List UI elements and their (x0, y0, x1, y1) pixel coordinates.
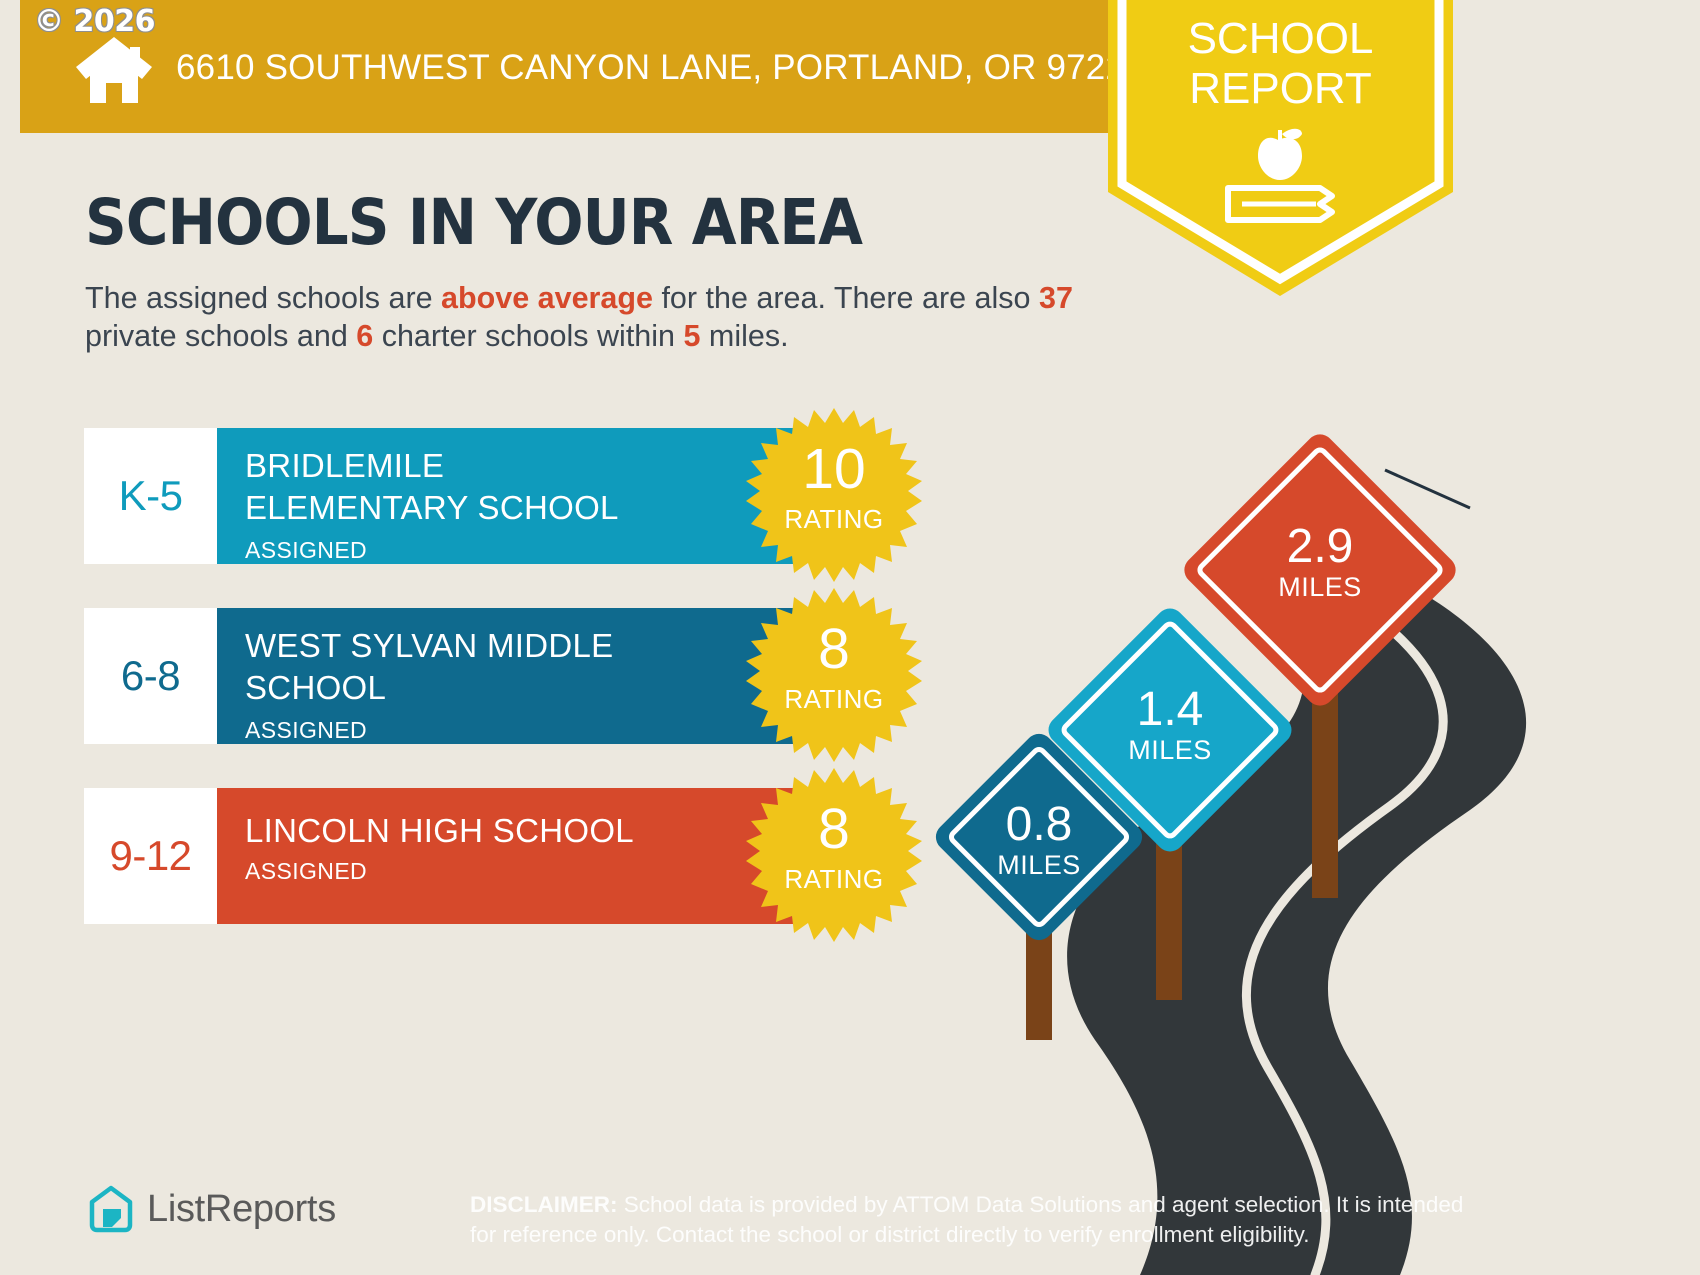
rating-value: 10 (802, 437, 866, 501)
summary-part-3: private schools and (85, 319, 357, 353)
summary-highlight-private-count: 37 (1038, 281, 1073, 315)
distance-value: 0.8 (1005, 798, 1073, 851)
school-name-line-2: ELEMENTARY SCHOOL (245, 489, 619, 526)
listreports-house-icon (89, 1185, 133, 1233)
school-name: BRIDLEMILE ELEMENTARY SCHOOL (245, 445, 785, 529)
badge-line-1: SCHOOL (1187, 14, 1374, 63)
rating-label: RATING (784, 684, 884, 714)
rating-value: 8 (818, 797, 850, 861)
grade-range-box: 6-8 (84, 608, 217, 744)
copyright-label: © 2026 (34, 4, 155, 39)
grade-range-label: 9-12 (109, 832, 192, 879)
disclaimer-label: DISCLAIMER: (470, 1192, 618, 1217)
summary-highlight-radius: 5 (683, 319, 701, 353)
school-bar: LINCOLN HIGH SCHOOL ASSIGNED (217, 788, 803, 924)
badge-text: SCHOOL REPORT (1108, 14, 1453, 114)
school-status-label: ASSIGNED (245, 858, 368, 884)
distance-scene: 0.8 MILES 1.4 MILES 2.9 MILES (930, 428, 1700, 1275)
apple-on-book-icon (1225, 128, 1335, 223)
page-title: SCHOOLS IN YOUR AREA (85, 186, 863, 259)
distance-unit: MILES (1128, 735, 1212, 765)
property-address: 6610 SOUTHWEST CANYON LANE, PORTLAND, OR… (176, 48, 1145, 87)
rating-label: RATING (784, 864, 884, 894)
disclaimer: DISCLAIMER: School data is provided by A… (470, 1190, 1480, 1250)
rating-label: RATING (784, 504, 884, 534)
rating-starburst-icon (746, 408, 922, 582)
school-name: LINCOLN HIGH SCHOOL (245, 810, 785, 852)
grade-range-box: K-5 (84, 428, 217, 564)
grade-range-label: K-5 (118, 472, 183, 519)
distance-value: 1.4 (1136, 683, 1204, 736)
distance-sign-label: 1.4 MILES (1070, 683, 1270, 766)
disclaimer-text: School data is provided by ATTOM Data So… (470, 1192, 1464, 1247)
badge-line-2: REPORT (1189, 64, 1372, 113)
rating-starburst-icon (746, 768, 922, 942)
distance-unit: MILES (1278, 572, 1362, 602)
school-name-line-1: WEST SYLVAN MIDDLE (245, 627, 614, 664)
school-status-label: ASSIGNED (245, 717, 368, 743)
school-status-label: ASSIGNED (245, 537, 368, 563)
distance-sign-label: 0.8 MILES (939, 798, 1139, 881)
summary-text: The assigned schools are above average f… (85, 279, 1095, 355)
summary-highlight-charter-count: 6 (356, 319, 374, 353)
distance-sign-label: 2.9 MILES (1220, 520, 1420, 603)
summary-part-5: miles. (700, 319, 789, 353)
distance-unit: MILES (997, 850, 1081, 880)
school-name-line-1: LINCOLN HIGH SCHOOL (245, 812, 634, 849)
school-name-line-2: SCHOOL (245, 669, 387, 706)
grade-range-label: 6-8 (120, 652, 181, 699)
listreports-logo[interactable]: ListReports (88, 1185, 336, 1233)
school-name-line-1: BRIDLEMILE (245, 447, 445, 484)
listreports-logo-text: ListReports (147, 1187, 336, 1230)
header-bar (20, 0, 1190, 133)
summary-part-1: The assigned schools are (85, 281, 442, 315)
rating-starburst-icon (746, 588, 922, 762)
school-bar: BRIDLEMILE ELEMENTARY SCHOOL ASSIGNED (217, 428, 803, 564)
home-icon (76, 37, 152, 103)
rating-value: 8 (818, 617, 850, 681)
summary-part-4: charter schools within (373, 319, 684, 353)
summary-part-2: for the area. There are also (652, 281, 1039, 315)
school-bar: WEST SYLVAN MIDDLE SCHOOL ASSIGNED (217, 608, 803, 744)
distance-value: 2.9 (1286, 520, 1354, 573)
school-name: WEST SYLVAN MIDDLE SCHOOL (245, 625, 785, 709)
school-report-badge: SCHOOL REPORT (1108, 0, 1453, 304)
summary-highlight-rating: above average (441, 281, 653, 315)
road-illustration (1067, 468, 1527, 1275)
grade-range-box: 9-12 (84, 788, 217, 924)
